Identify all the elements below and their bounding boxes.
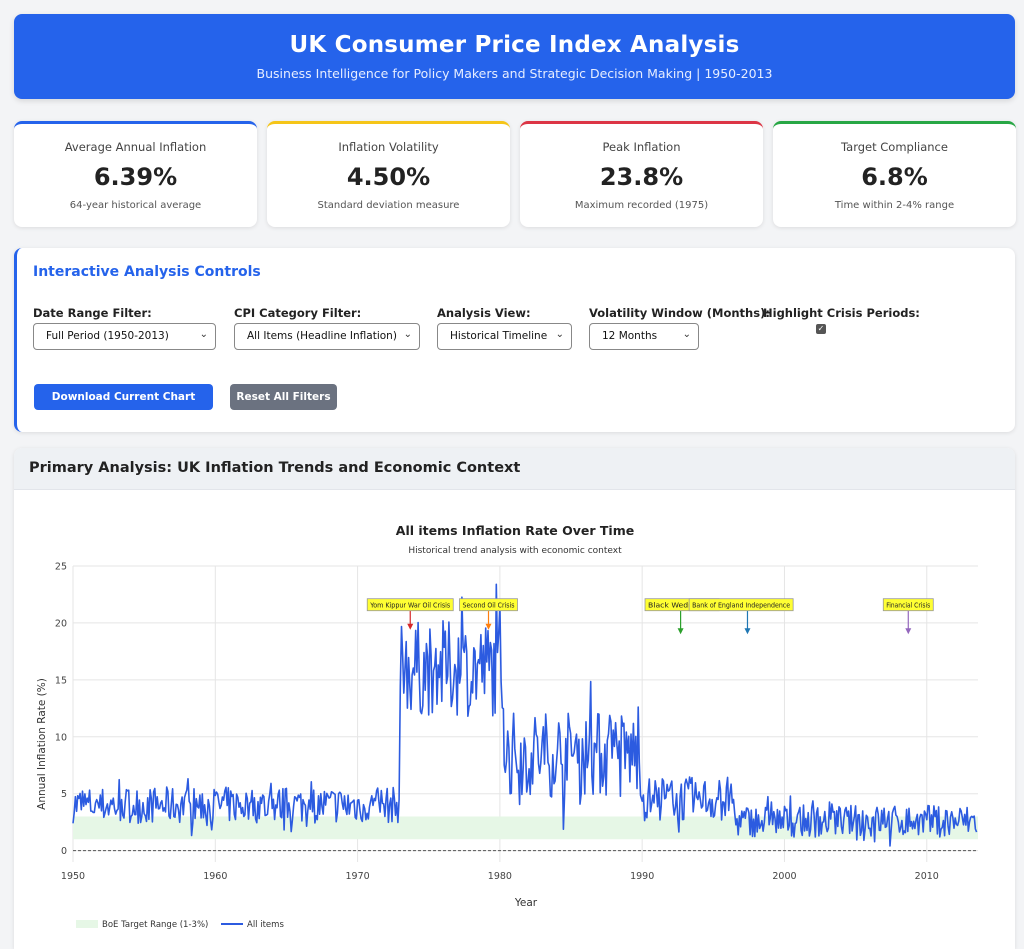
kpi-value: 23.8%	[599, 163, 684, 191]
category-select[interactable]: All Items (Headline Inflation) ⌄	[234, 323, 420, 350]
kpi-label: Peak Inflation	[602, 140, 681, 154]
chevron-down-icon: ⌄	[199, 329, 208, 340]
kpi-peak-inflation: Peak Inflation 23.8% Maximum recorded (1…	[520, 121, 763, 227]
date-range-label: Date Range Filter:	[33, 306, 152, 320]
category-label: CPI Category Filter:	[234, 306, 362, 320]
download-chart-button[interactable]: Download Current Chart (PNG)	[34, 384, 213, 429]
view-value: Historical Timeline	[450, 330, 548, 342]
category-value: All Items (Headline Inflation)	[247, 330, 397, 342]
x-axis-label: Year	[514, 897, 538, 909]
page-subtitle: Business Intelligence for Policy Makers …	[256, 66, 773, 81]
crisis-checkbox[interactable]: ✓	[816, 324, 826, 334]
annotation-arrowhead	[744, 628, 751, 635]
kpi-label: Target Compliance	[841, 140, 948, 154]
x-tick-label: 1980	[488, 871, 512, 882]
kpi-subtext: Maximum recorded (1975)	[574, 200, 709, 211]
y-tick-label: 10	[55, 732, 67, 743]
series-line-all-items	[72, 583, 978, 847]
kpi-label: Average Annual Inflation	[64, 140, 207, 154]
date-range-value: Full Period (1950-2013)	[46, 330, 169, 342]
legend-label-all-items: All items	[247, 920, 284, 930]
kpi-value: 6.39%	[93, 163, 178, 191]
chart-legend: BoE Target Range (1-3%) All items	[76, 920, 284, 930]
kpi-subtext: Standard deviation measure	[317, 200, 460, 211]
x-tick-label: 2010	[915, 871, 939, 882]
annotation-arrowhead	[485, 623, 492, 630]
view-label: Analysis View:	[437, 306, 531, 320]
kpi-subtext: Time within 2-4% range	[834, 200, 955, 211]
annotation-box	[366, 598, 454, 612]
view-select[interactable]: Historical Timeline ⌄	[437, 323, 572, 350]
kpi-subtext: 64-year historical average	[69, 200, 202, 211]
reset-filters-button[interactable]: Reset All Filters	[230, 384, 337, 410]
inflation-line-chart: All items Inflation Rate Over Time Histo…	[36, 523, 978, 930]
annotation-label: Second Oil Crisis	[463, 602, 515, 610]
y-axis-label: Annual Inflation Rate (%)	[36, 678, 48, 810]
annotation-box	[688, 598, 794, 612]
crisis-label: Highlight Crisis Periods:	[763, 306, 920, 320]
volatility-label: Volatility Window (Months):	[589, 306, 770, 320]
chart-subtitle: Historical trend analysis with economic …	[408, 546, 622, 556]
chart-title: All items Inflation Rate Over Time	[396, 523, 634, 538]
x-tick-label: 2000	[772, 871, 796, 882]
annotation-label: Bank of England Independence	[692, 602, 790, 610]
y-tick-label: 5	[61, 789, 67, 800]
x-tick-label: 1960	[203, 871, 227, 882]
annotation-box	[882, 598, 934, 612]
page-title: UK Consumer Price Index Analysis	[289, 32, 740, 58]
y-tick-label: 0	[61, 846, 67, 857]
chevron-down-icon: ⌄	[682, 329, 691, 340]
volatility-value: 12 Months	[602, 330, 658, 342]
x-tick-label: 1970	[345, 871, 369, 882]
kpi-value: 4.50%	[346, 163, 431, 191]
y-tick-label: 15	[55, 675, 67, 686]
page-header: UK Consumer Price Index Analysis Busines…	[14, 14, 1015, 99]
kpi-label: Inflation Volatility	[338, 140, 439, 154]
chevron-down-icon: ⌄	[403, 329, 412, 340]
kpi-inflation-volatility: Inflation Volatility 4.50% Standard devi…	[267, 121, 510, 227]
annotation-arrowhead	[677, 628, 684, 635]
annotation-arrowhead	[407, 623, 414, 630]
annotation-label: Yom Kippur War Oil Crisis	[369, 602, 450, 610]
annotation-label: Financial Crisis	[886, 602, 930, 610]
kpi-target-compliance: Target Compliance 6.8% Time within 2-4% …	[773, 121, 1016, 227]
kpi-average-inflation: Average Annual Inflation 6.39% 64-year h…	[14, 121, 257, 227]
panel-header: Primary Analysis: UK Inflation Trends an…	[14, 448, 1015, 490]
x-tick-label: 1950	[61, 871, 85, 882]
analysis-controls: Interactive Analysis Controls Date Range…	[14, 248, 1015, 432]
y-tick-label: 20	[55, 618, 67, 629]
chevron-down-icon: ⌄	[555, 329, 564, 340]
annotation-label: Black Wednesday	[648, 602, 716, 610]
controls-title: Interactive Analysis Controls	[33, 264, 261, 280]
primary-analysis-panel: Primary Analysis: UK Inflation Trends an…	[14, 448, 1015, 949]
date-range-select[interactable]: Full Period (1950-2013) ⌄	[33, 323, 216, 350]
x-tick-label: 1990	[630, 871, 654, 882]
annotation-box	[459, 598, 518, 612]
kpi-row: Average Annual Inflation 6.39% 64-year h…	[14, 121, 1016, 227]
panel-title: Primary Analysis: UK Inflation Trends an…	[29, 460, 521, 476]
legend-swatch-target-band	[76, 920, 98, 928]
legend-label-target-band: BoE Target Range (1-3%)	[102, 920, 208, 930]
kpi-value: 6.8%	[861, 163, 928, 191]
volatility-select[interactable]: 12 Months ⌄	[589, 323, 699, 350]
annotation-arrowhead	[905, 628, 912, 635]
y-tick-label: 25	[55, 562, 67, 573]
